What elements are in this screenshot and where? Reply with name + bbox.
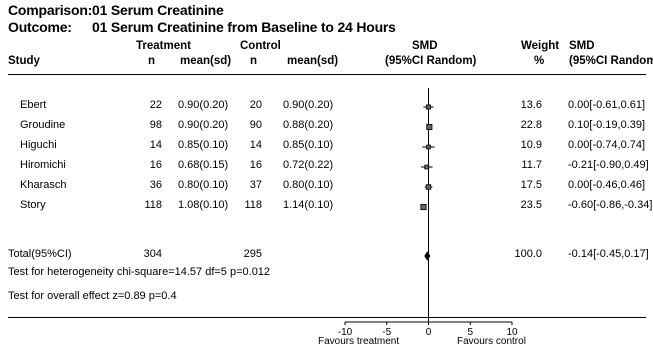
smd2-header: SMD — [569, 40, 595, 52]
weight-value: 13.6 — [520, 99, 542, 111]
treatment-n: 14 — [149, 139, 162, 151]
smd2-ci-header: (95%CI Random) — [569, 55, 653, 67]
study-point — [426, 104, 431, 110]
control-n: 37 — [249, 179, 262, 191]
control-n: 20 — [249, 99, 262, 111]
study-name: Ebert — [20, 99, 47, 111]
control-mean-header: mean(sd) — [287, 55, 339, 67]
weight-pct-header: % — [534, 55, 545, 67]
overall-effect-test: Test for overall effect z=0.89 p=0.4 — [8, 290, 177, 302]
control-n-header: n — [250, 55, 258, 67]
treatment-mean: 0.68(0.15) — [178, 159, 229, 171]
smd-header: SMD — [412, 40, 438, 52]
treatment-n: 16 — [149, 159, 162, 171]
treatment-mean-header: mean(sd) — [180, 55, 232, 67]
smd-ci-header: (95%CI Random) — [385, 55, 477, 67]
comparison-value: 01 Serum Creatinine — [92, 2, 224, 18]
smd-ci-value: -0.60[-0.86,-0.34] — [568, 199, 653, 211]
study-name: Groudine — [20, 119, 66, 131]
total-treatment-n: 304 — [143, 248, 162, 260]
study-point — [426, 123, 433, 131]
treatment-n-header: n — [148, 55, 156, 67]
x-tick-label: -10 — [338, 327, 353, 338]
control-mean: 0.80(0.10) — [283, 179, 334, 191]
treatment-mean: 0.90(0.20) — [178, 119, 229, 131]
weight-value: 17.5 — [520, 179, 542, 191]
study-name: Hiromichi — [20, 159, 66, 171]
smd-ci-value: 0.00[-0.74,0.74] — [568, 139, 646, 151]
favours-treatment-label: Favours treatment — [318, 336, 400, 347]
total-control-n: 295 — [243, 248, 262, 260]
weight-value: 23.5 — [520, 199, 542, 211]
weight-header: Weight — [521, 40, 560, 52]
study-name: Higuchi — [20, 139, 57, 151]
footer-rule — [8, 317, 646, 318]
smd-ci-value: 0.00[-0.46,0.46] — [568, 179, 646, 191]
weight-value: 11.7 — [521, 159, 542, 171]
study-point — [425, 184, 432, 190]
study-point — [424, 164, 430, 170]
treatment-mean: 0.85(0.10) — [178, 139, 229, 151]
weight-value: 10.9 — [520, 139, 542, 151]
total-label: Total(95%CI) — [8, 248, 72, 260]
control-n: 90 — [249, 119, 262, 131]
x-tick-label: 10 — [506, 327, 518, 338]
weight-value: 22.8 — [520, 119, 542, 131]
total-weight: 100.0 — [514, 248, 542, 260]
smd-ci-value: 0.10[-0.19,0.39] — [568, 119, 646, 131]
treatment-n: 98 — [149, 119, 162, 131]
outcome-value: 01 Serum Creatinine from Baseline to 24 … — [92, 19, 396, 35]
study-header: Study — [8, 55, 40, 67]
x-tick-label: -5 — [382, 327, 391, 338]
study-point — [426, 144, 431, 150]
study-name: Story — [20, 199, 46, 211]
heterogeneity-test: Test for heterogeneity chi-square=14.57 … — [8, 266, 271, 278]
treatment-header: Treatment — [136, 40, 191, 52]
treatment-n: 118 — [144, 199, 162, 211]
control-mean: 0.90(0.20) — [283, 99, 334, 111]
comparison-label: Comparison: — [8, 2, 93, 18]
pooled-diamond — [424, 251, 431, 261]
treatment-mean: 1.08(0.10) — [178, 199, 229, 211]
treatment-mean: 0.90(0.20) — [178, 99, 229, 111]
x-tick-label: 5 — [467, 327, 473, 338]
control-mean: 0.88(0.20) — [283, 119, 334, 131]
outcome-label: Outcome: — [8, 19, 72, 35]
smd-ci-value: -0.21[-0.90,0.49] — [568, 159, 649, 171]
treatment-mean: 0.80(0.10) — [178, 179, 229, 191]
control-n: 14 — [249, 139, 262, 151]
control-n: 118 — [244, 199, 262, 211]
study-name: Kharasch — [20, 179, 67, 191]
treatment-n: 22 — [149, 99, 162, 111]
smd-ci-value: 0.00[-0.61,0.61] — [568, 99, 646, 111]
control-mean: 0.85(0.10) — [283, 139, 334, 151]
control-n: 16 — [249, 159, 262, 171]
x-tick-label: 0 — [426, 327, 432, 338]
study-point — [420, 203, 427, 211]
control-mean: 1.14(0.10) — [283, 199, 334, 211]
favours-control-label: Favours control — [457, 336, 526, 347]
treatment-n: 36 — [149, 179, 162, 191]
total-smd-ci: -0.14[-0.45,0.17] — [568, 248, 649, 260]
control-mean: 0.72(0.22) — [283, 159, 334, 171]
header-rule — [8, 74, 646, 75]
control-header: Control — [240, 40, 281, 52]
